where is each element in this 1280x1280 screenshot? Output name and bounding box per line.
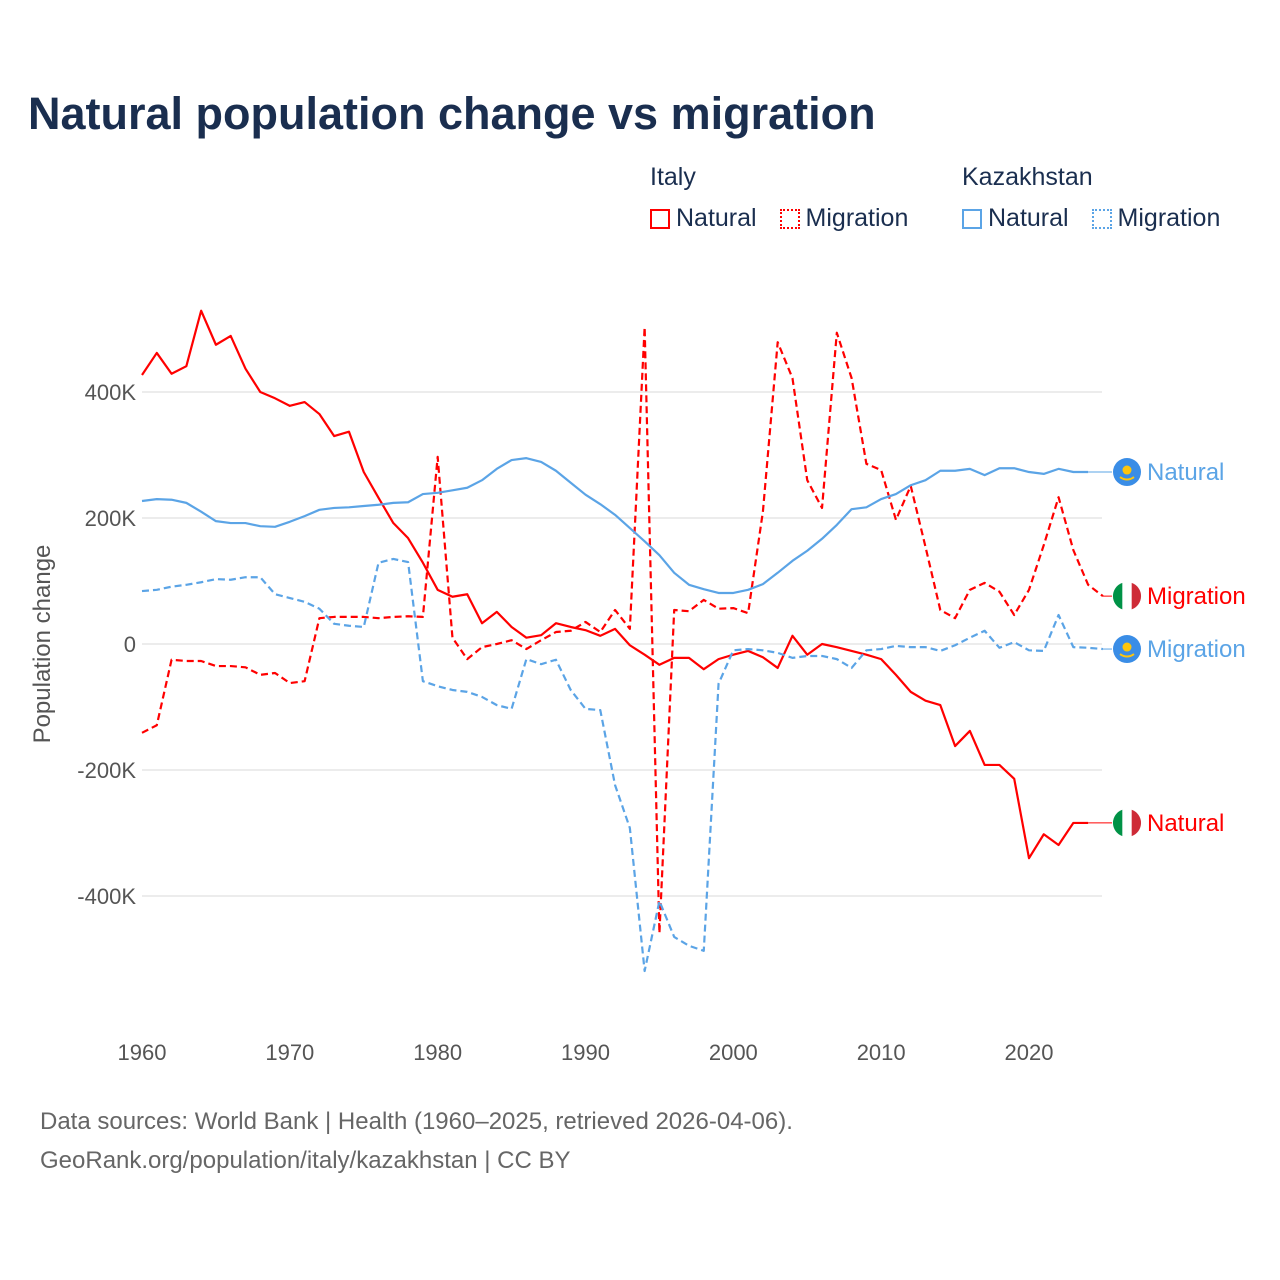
series-line-italy-natural: [141, 309, 1089, 860]
y-tick-label: 400K: [85, 380, 137, 405]
dotted-swatch-icon: [779, 208, 800, 229]
solid-swatch-icon: [962, 208, 982, 229]
legend-label: Natural: [676, 204, 757, 232]
kazakhstan-flag-eagle: [1119, 653, 1135, 658]
legend-kazakhstan: Kazakhstan Natural Migration: [962, 163, 1220, 236]
y-tick-label: -200K: [77, 758, 136, 783]
x-tick-label: 1990: [561, 1040, 610, 1065]
series-line-kazakhstan-natural: [141, 457, 1089, 595]
chart-title: Natural population change vs migration: [28, 88, 876, 139]
series-line-italy-migration: [141, 326, 1104, 935]
x-tick-label: 2000: [709, 1040, 758, 1065]
legend-italy: Italy Natural Migration: [650, 163, 924, 236]
solid-swatch-icon: [650, 208, 670, 229]
y-tick-label: -400K: [77, 884, 136, 909]
dotted-swatch-icon: [1091, 208, 1112, 229]
series-end-label: Natural: [1147, 810, 1224, 837]
series-end-label: Natural: [1147, 459, 1224, 486]
legend-item-kazakhstan-migration[interactable]: Migration: [1091, 204, 1221, 233]
footer-sources: Data sources: World Bank | Health (1960–…: [40, 1108, 793, 1135]
series-end-label: Migration: [1147, 583, 1246, 610]
x-tick-label: 1980: [413, 1040, 462, 1065]
x-tick-label: 2010: [857, 1040, 906, 1065]
x-tick-label: 1960: [118, 1040, 167, 1065]
italy-flag-green: [1112, 809, 1123, 837]
legend-item-italy-migration[interactable]: Migration: [779, 204, 909, 233]
italy-flag-red: [1131, 582, 1142, 610]
kazakhstan-flag-sun: [1122, 465, 1132, 475]
y-axis-label: Population change: [29, 545, 56, 744]
series-end-label: Migration: [1147, 636, 1246, 663]
legend-group-title: Italy: [650, 163, 696, 191]
x-tick-label: 2020: [1005, 1040, 1054, 1065]
kazakhstan-flag-sun: [1122, 642, 1132, 652]
legend-group-title: Kazakhstan: [962, 163, 1093, 191]
legend-item-italy-natural[interactable]: Natural: [650, 204, 757, 233]
italy-flag-green: [1112, 582, 1123, 610]
italy-flag-red: [1131, 809, 1142, 837]
legend-label: Migration: [1117, 204, 1221, 232]
legend-label: Natural: [988, 204, 1069, 232]
legend-label: Migration: [805, 204, 909, 232]
y-tick-label: 0: [124, 632, 136, 657]
footer-link[interactable]: GeoRank.org/population/italy/kazakhstan …: [40, 1147, 571, 1174]
y-tick-label: 200K: [85, 506, 137, 531]
legend-item-kazakhstan-natural[interactable]: Natural: [962, 204, 1069, 233]
x-tick-label: 1970: [265, 1040, 314, 1065]
series-line-kazakhstan-migration: [141, 557, 1104, 973]
kazakhstan-flag-eagle: [1119, 476, 1135, 481]
